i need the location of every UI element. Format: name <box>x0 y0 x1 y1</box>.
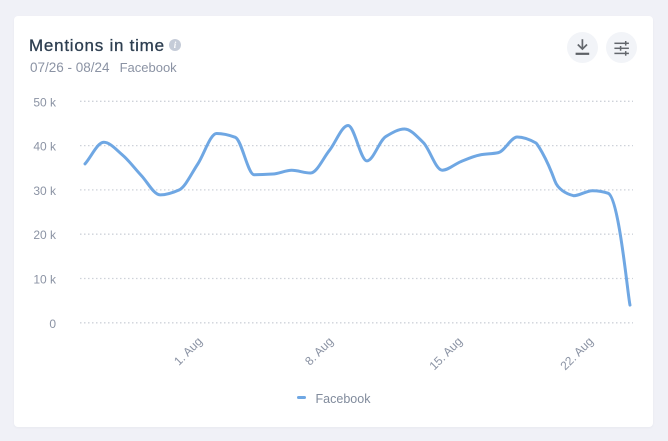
svg-text:8. Aug: 8. Aug <box>302 334 336 368</box>
svg-text:15. Aug: 15. Aug <box>426 334 465 373</box>
svg-text:0: 0 <box>49 317 56 331</box>
svg-text:1. Aug: 1. Aug <box>171 334 205 368</box>
svg-text:22. Aug: 22. Aug <box>557 334 596 373</box>
svg-text:40 k: 40 k <box>33 140 57 154</box>
svg-text:20 k: 20 k <box>33 228 57 242</box>
svg-text:50 k: 50 k <box>33 95 57 109</box>
svg-text:30 k: 30 k <box>33 184 57 198</box>
svg-text:10 k: 10 k <box>33 273 57 287</box>
